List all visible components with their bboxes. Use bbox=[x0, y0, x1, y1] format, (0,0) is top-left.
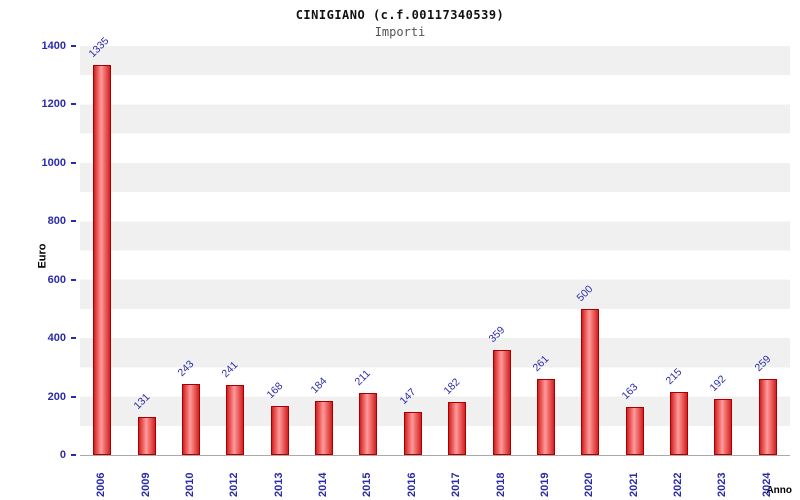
y-tick-mark bbox=[71, 103, 76, 106]
bar-value-label: 182 bbox=[441, 375, 463, 397]
y-tick-mark bbox=[71, 45, 76, 47]
x-tick-label: 2014 bbox=[317, 472, 330, 497]
y-tick-mark bbox=[71, 220, 76, 223]
x-tick-label: 2006 bbox=[95, 472, 108, 497]
x-tick-label: 2024 bbox=[760, 472, 773, 497]
y-tick-label: 400 bbox=[47, 332, 66, 345]
bar-value-label: 131 bbox=[131, 390, 152, 412]
bar-2014 bbox=[315, 401, 334, 455]
bar-2020 bbox=[581, 308, 600, 455]
bar-2019 bbox=[536, 378, 555, 455]
bar-value-label: 211 bbox=[352, 368, 374, 389]
y-tick-label: 600 bbox=[47, 273, 66, 286]
y-tick-mark bbox=[71, 278, 76, 281]
x-tick-label: 2018 bbox=[494, 472, 507, 497]
x-tick-label: 2016 bbox=[405, 472, 418, 497]
x-tick-label: 2019 bbox=[538, 472, 551, 497]
bar-2024 bbox=[758, 379, 777, 455]
bar-2012 bbox=[226, 384, 245, 455]
y-axis: 0 200 400 600 800 1000 1200 1400 bbox=[0, 40, 76, 461]
bar-value-label: 192 bbox=[707, 373, 729, 394]
x-tick-label: 2012 bbox=[228, 472, 241, 497]
y-tick-label: 800 bbox=[47, 215, 66, 228]
bar-value-label: 163 bbox=[619, 381, 641, 403]
x-tick-label: 2010 bbox=[183, 472, 196, 497]
x-tick-label: 2021 bbox=[627, 472, 640, 497]
y-tick-label: 1400 bbox=[41, 40, 66, 52]
bar-2018 bbox=[492, 350, 511, 455]
bar-2009 bbox=[137, 416, 156, 455]
x-tick-label: 2017 bbox=[450, 472, 463, 497]
x-tick-label: 2022 bbox=[672, 472, 685, 497]
bar-2021 bbox=[625, 407, 644, 455]
y-tick-label: 1200 bbox=[41, 98, 66, 111]
bar-2023 bbox=[714, 398, 733, 455]
y-tick-label: 200 bbox=[47, 390, 66, 403]
x-axis-title: Anno bbox=[766, 485, 792, 496]
bar-2013 bbox=[270, 405, 289, 455]
bar-value-label: 259 bbox=[752, 353, 774, 375]
bar-value-label: 261 bbox=[530, 352, 552, 374]
bar-2022 bbox=[670, 392, 689, 455]
bar-value-label: 241 bbox=[219, 358, 241, 380]
bar-value-label: 168 bbox=[264, 380, 286, 401]
y-tick-mark bbox=[71, 337, 76, 340]
plot-area: 1335 131 243 241 168 184 211 147 182 359 261 500 163… bbox=[80, 35, 790, 456]
bar-2006 bbox=[93, 65, 112, 455]
x-tick-label: 2020 bbox=[583, 472, 596, 497]
bar-2015 bbox=[359, 393, 378, 455]
bar-value-label: 500 bbox=[574, 283, 596, 304]
x-tick-label: 2009 bbox=[139, 472, 152, 497]
x-tick-label: 2013 bbox=[272, 472, 285, 497]
bar-2010 bbox=[181, 384, 200, 455]
bar-2017 bbox=[448, 401, 467, 455]
x-tick-label: 2023 bbox=[716, 472, 729, 497]
chart-title: CINIGIANO (c.f.00117340539) bbox=[295, 8, 505, 22]
y-tick-label: 0 bbox=[59, 449, 66, 461]
bar-value-label: 215 bbox=[663, 366, 685, 388]
chart-subtitle: Importi bbox=[374, 25, 426, 39]
bar-value-label: 184 bbox=[308, 375, 330, 397]
bar-value-label: 243 bbox=[175, 358, 197, 380]
y-tick-mark bbox=[71, 395, 76, 398]
y-tick-mark bbox=[71, 161, 76, 164]
x-tick-label: 2015 bbox=[361, 472, 374, 497]
bar-2016 bbox=[403, 412, 422, 455]
y-tick-label: 1000 bbox=[41, 156, 66, 169]
y-tick-mark bbox=[71, 454, 76, 456]
bar-value-label: 147 bbox=[397, 386, 419, 408]
bar-value-label: 359 bbox=[486, 324, 507, 346]
